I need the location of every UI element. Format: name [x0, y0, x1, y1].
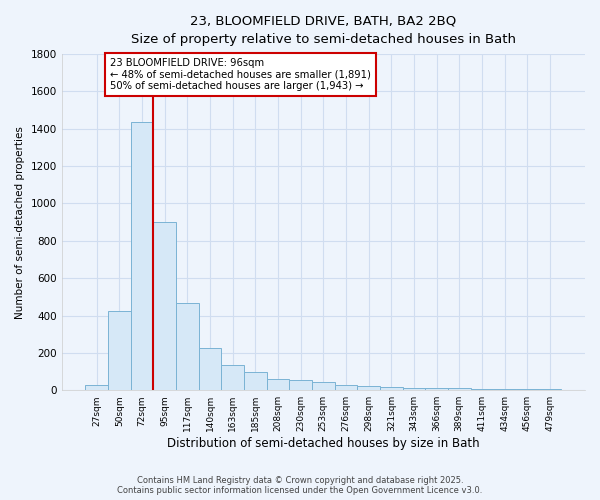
Bar [108, 311, 131, 390]
Bar [493, 388, 516, 390]
Text: 23 BLOOMFIELD DRIVE: 96sqm
← 48% of semi-detached houses are smaller (1,891)
50%: 23 BLOOMFIELD DRIVE: 96sqm ← 48% of semi… [110, 58, 371, 91]
Bar [448, 388, 470, 390]
Bar [266, 379, 289, 390]
Bar [403, 388, 425, 390]
Bar [335, 384, 358, 390]
Bar [380, 388, 403, 390]
Bar [289, 380, 312, 390]
Bar [154, 222, 176, 390]
Bar [199, 348, 221, 390]
Bar [312, 382, 335, 390]
Bar [244, 372, 266, 390]
Bar [516, 388, 539, 390]
Y-axis label: Number of semi-detached properties: Number of semi-detached properties [15, 126, 25, 318]
Bar [470, 388, 493, 390]
Bar [425, 388, 448, 390]
Bar [221, 365, 244, 390]
Bar [176, 304, 199, 390]
Bar [358, 386, 380, 390]
Title: 23, BLOOMFIELD DRIVE, BATH, BA2 2BQ
Size of property relative to semi-detached h: 23, BLOOMFIELD DRIVE, BATH, BA2 2BQ Size… [131, 15, 516, 46]
Text: Contains HM Land Registry data © Crown copyright and database right 2025.
Contai: Contains HM Land Registry data © Crown c… [118, 476, 482, 495]
Bar [85, 384, 108, 390]
Bar [539, 388, 561, 390]
X-axis label: Distribution of semi-detached houses by size in Bath: Distribution of semi-detached houses by … [167, 437, 479, 450]
Bar [131, 122, 154, 390]
